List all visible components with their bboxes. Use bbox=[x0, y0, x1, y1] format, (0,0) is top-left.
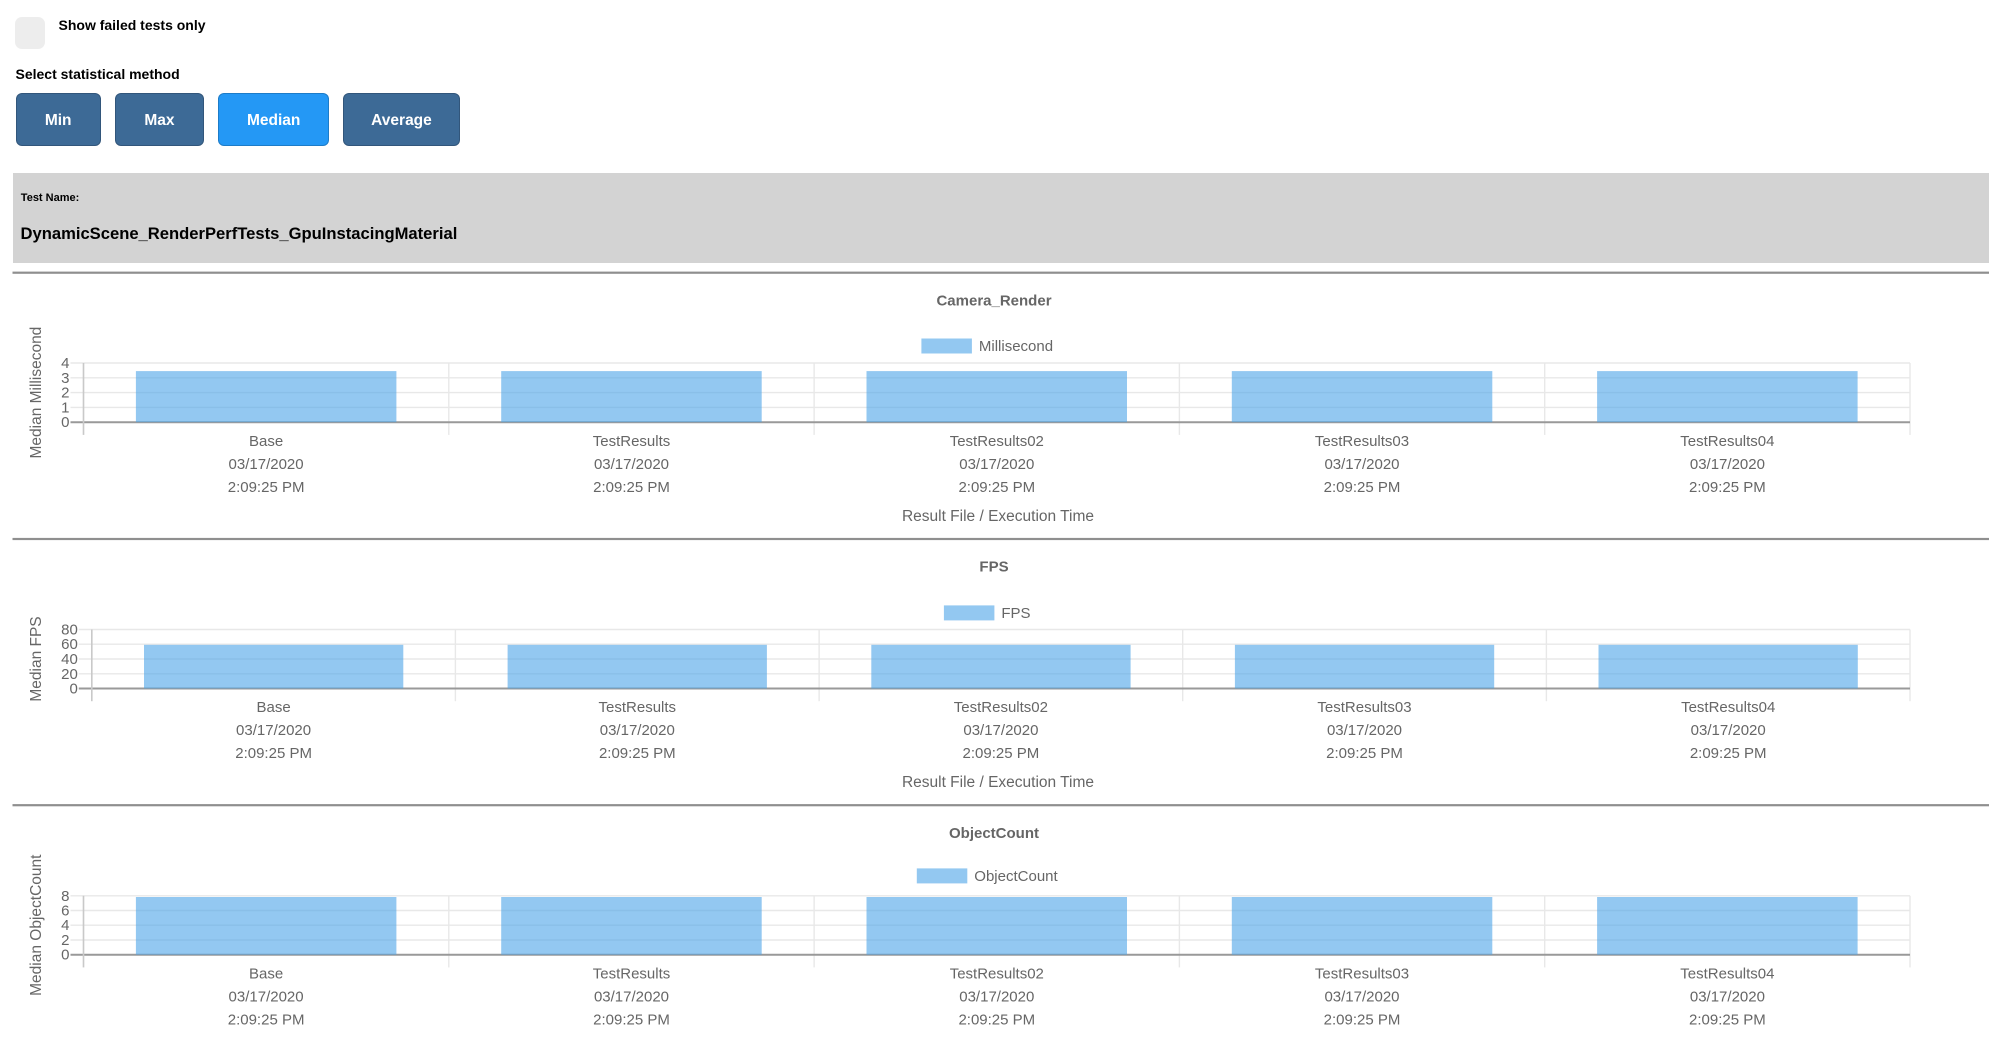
svg-text:2:09:25 PM: 2:09:25 PM bbox=[235, 745, 312, 762]
svg-text:03/17/2020: 03/17/2020 bbox=[1324, 989, 1399, 1006]
svg-text:TestResults: TestResults bbox=[599, 699, 677, 716]
svg-text:0: 0 bbox=[61, 947, 69, 964]
svg-text:Base: Base bbox=[256, 699, 290, 716]
svg-text:TestResults04: TestResults04 bbox=[1681, 699, 1775, 716]
svg-text:2:09:25 PM: 2:09:25 PM bbox=[958, 1011, 1035, 1028]
svg-text:3: 3 bbox=[61, 370, 69, 387]
svg-text:ObjectCount: ObjectCount bbox=[974, 868, 1058, 885]
svg-text:03/17/2020: 03/17/2020 bbox=[1327, 722, 1402, 739]
svg-text:TestResults03: TestResults03 bbox=[1315, 433, 1409, 450]
svg-text:TestResults02: TestResults02 bbox=[954, 699, 1048, 716]
svg-text:TestResults: TestResults bbox=[593, 433, 671, 450]
svg-text:2:09:25 PM: 2:09:25 PM bbox=[1689, 479, 1766, 496]
svg-text:ObjectCount: ObjectCount bbox=[949, 825, 1039, 842]
svg-text:4: 4 bbox=[61, 917, 69, 934]
svg-text:2:09:25 PM: 2:09:25 PM bbox=[1326, 745, 1403, 762]
svg-text:2:09:25 PM: 2:09:25 PM bbox=[1689, 1011, 1766, 1028]
svg-text:TestResults03: TestResults03 bbox=[1315, 966, 1409, 983]
svg-text:Millisecond: Millisecond bbox=[979, 338, 1053, 355]
svg-text:2:09:25 PM: 2:09:25 PM bbox=[1324, 479, 1401, 496]
svg-text:03/17/2020: 03/17/2020 bbox=[1691, 722, 1766, 739]
svg-text:Median Millisecond: Median Millisecond bbox=[28, 327, 45, 459]
svg-text:03/17/2020: 03/17/2020 bbox=[229, 989, 304, 1006]
svg-text:03/17/2020: 03/17/2020 bbox=[1690, 456, 1765, 473]
svg-text:03/17/2020: 03/17/2020 bbox=[959, 989, 1034, 1006]
svg-text:03/17/2020: 03/17/2020 bbox=[1690, 989, 1765, 1006]
svg-text:2:09:25 PM: 2:09:25 PM bbox=[593, 1011, 670, 1028]
svg-text:Camera_Render: Camera_Render bbox=[936, 292, 1051, 309]
svg-text:Base: Base bbox=[249, 433, 283, 450]
svg-text:FPS: FPS bbox=[979, 559, 1008, 576]
svg-text:03/17/2020: 03/17/2020 bbox=[229, 456, 304, 473]
svg-text:03/17/2020: 03/17/2020 bbox=[594, 456, 669, 473]
svg-text:4: 4 bbox=[61, 355, 69, 372]
svg-text:03/17/2020: 03/17/2020 bbox=[600, 722, 675, 739]
svg-text:TestResults02: TestResults02 bbox=[950, 433, 1044, 450]
svg-text:1: 1 bbox=[61, 399, 69, 416]
svg-text:Base: Base bbox=[249, 966, 283, 983]
svg-text:60: 60 bbox=[61, 636, 78, 653]
svg-text:03/17/2020: 03/17/2020 bbox=[236, 722, 311, 739]
svg-text:03/17/2020: 03/17/2020 bbox=[594, 989, 669, 1006]
svg-text:TestResults03: TestResults03 bbox=[1317, 699, 1411, 716]
svg-text:2:09:25 PM: 2:09:25 PM bbox=[599, 745, 676, 762]
svg-text:TestResults: TestResults bbox=[593, 966, 671, 983]
svg-text:2: 2 bbox=[61, 385, 69, 402]
svg-text:2: 2 bbox=[61, 932, 69, 949]
svg-text:TestResults04: TestResults04 bbox=[1680, 966, 1774, 983]
svg-text:40: 40 bbox=[61, 651, 78, 668]
svg-text:2:09:25 PM: 2:09:25 PM bbox=[1324, 1011, 1401, 1028]
svg-text:Median ObjectCount: Median ObjectCount bbox=[28, 854, 45, 996]
svg-text:FPS: FPS bbox=[1001, 605, 1030, 622]
svg-text:Result File / Execution Time: Result File / Execution Time bbox=[902, 508, 1094, 525]
svg-text:0: 0 bbox=[61, 414, 69, 431]
svg-text:2:09:25 PM: 2:09:25 PM bbox=[1690, 745, 1767, 762]
svg-text:2:09:25 PM: 2:09:25 PM bbox=[958, 479, 1035, 496]
svg-text:2:09:25 PM: 2:09:25 PM bbox=[228, 1011, 305, 1028]
svg-text:0: 0 bbox=[69, 681, 77, 698]
svg-text:2:09:25 PM: 2:09:25 PM bbox=[228, 479, 305, 496]
svg-text:Result File / Execution Time: Result File / Execution Time bbox=[902, 774, 1094, 791]
svg-text:03/17/2020: 03/17/2020 bbox=[963, 722, 1038, 739]
svg-text:TestResults02: TestResults02 bbox=[950, 966, 1044, 983]
svg-text:03/17/2020: 03/17/2020 bbox=[959, 456, 1034, 473]
svg-text:2:09:25 PM: 2:09:25 PM bbox=[593, 479, 670, 496]
svg-text:80: 80 bbox=[61, 622, 78, 639]
svg-text:8: 8 bbox=[61, 888, 69, 905]
svg-text:2:09:25 PM: 2:09:25 PM bbox=[963, 745, 1040, 762]
svg-text:6: 6 bbox=[61, 903, 69, 920]
svg-text:03/17/2020: 03/17/2020 bbox=[1324, 456, 1399, 473]
svg-text:20: 20 bbox=[61, 666, 78, 683]
svg-text:Median FPS: Median FPS bbox=[28, 616, 45, 701]
svg-text:TestResults04: TestResults04 bbox=[1680, 433, 1774, 450]
